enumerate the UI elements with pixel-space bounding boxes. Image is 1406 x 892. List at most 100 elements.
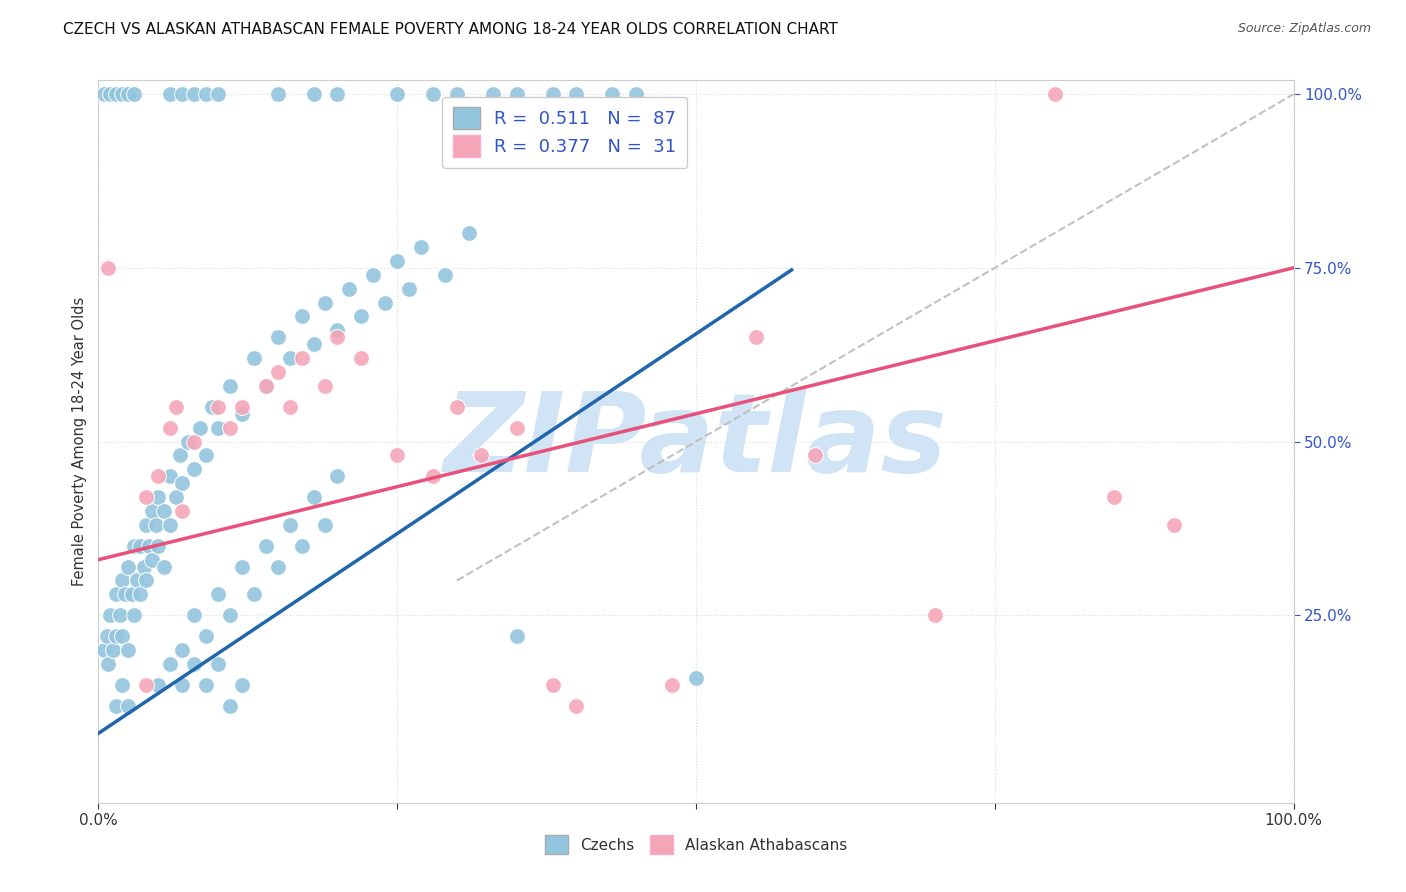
Point <box>117 698 139 713</box>
Point <box>165 400 187 414</box>
Point <box>125 574 148 588</box>
Point <box>195 87 218 102</box>
Point <box>254 379 277 393</box>
Point <box>111 574 134 588</box>
Point <box>243 587 266 601</box>
Point <box>458 226 481 240</box>
Point <box>219 379 242 393</box>
Point <box>685 671 707 685</box>
Point <box>105 587 128 601</box>
Point <box>326 330 349 344</box>
Point <box>129 539 152 553</box>
Point <box>108 608 131 623</box>
Point <box>188 420 211 434</box>
Point <box>385 87 409 102</box>
Point <box>278 400 301 414</box>
Point <box>98 87 122 102</box>
Point <box>565 87 588 102</box>
Point <box>924 608 946 623</box>
Point <box>315 379 337 393</box>
Point <box>96 629 118 643</box>
Point <box>315 295 337 310</box>
Point <box>506 87 529 102</box>
Point <box>195 678 218 692</box>
Point <box>434 268 457 282</box>
Point <box>207 657 229 671</box>
Point <box>153 559 176 574</box>
Point <box>254 539 277 553</box>
Point <box>219 420 242 434</box>
Text: CZECH VS ALASKAN ATHABASCAN FEMALE POVERTY AMONG 18-24 YEAR OLDS CORRELATION CHA: CZECH VS ALASKAN ATHABASCAN FEMALE POVER… <box>63 22 838 37</box>
Point <box>231 678 253 692</box>
Point <box>159 657 181 671</box>
Point <box>105 698 128 713</box>
Point <box>326 323 349 337</box>
Point <box>207 400 229 414</box>
Point <box>183 462 205 476</box>
Point <box>172 87 194 102</box>
Point <box>148 490 170 504</box>
Point <box>267 87 290 102</box>
Point <box>207 420 229 434</box>
Point <box>231 400 253 414</box>
Point <box>446 87 468 102</box>
Text: Source: ZipAtlas.com: Source: ZipAtlas.com <box>1237 22 1371 36</box>
Point <box>135 678 157 692</box>
Point <box>195 449 218 463</box>
Point <box>267 365 290 379</box>
Point <box>339 282 361 296</box>
Point <box>385 253 409 268</box>
Point <box>129 587 152 601</box>
Point <box>111 629 134 643</box>
Point <box>93 87 115 102</box>
Point <box>135 574 157 588</box>
Point <box>602 87 624 102</box>
Point <box>385 449 409 463</box>
Point <box>326 469 349 483</box>
Point <box>470 449 492 463</box>
Point <box>626 87 648 102</box>
Point <box>1163 517 1185 532</box>
Point <box>132 559 155 574</box>
Point <box>291 539 314 553</box>
Point <box>219 608 242 623</box>
Point <box>183 434 205 449</box>
Point <box>124 87 146 102</box>
Point <box>114 587 136 601</box>
Point <box>111 87 134 102</box>
Point <box>541 678 564 692</box>
Point <box>350 351 373 366</box>
Point <box>804 449 827 463</box>
Point <box>446 400 468 414</box>
Point <box>124 539 146 553</box>
Point <box>169 449 191 463</box>
Text: ZIPatlas: ZIPatlas <box>444 388 948 495</box>
Point <box>326 87 349 102</box>
Point <box>661 678 683 692</box>
Point <box>1104 490 1126 504</box>
Point <box>183 87 205 102</box>
Point <box>172 678 194 692</box>
Point <box>165 490 187 504</box>
Point <box>183 608 205 623</box>
Point <box>231 407 253 421</box>
Point <box>98 608 122 623</box>
Point <box>398 282 420 296</box>
Point <box>565 698 588 713</box>
Point <box>254 379 277 393</box>
Point <box>148 469 170 483</box>
Point <box>207 587 229 601</box>
Point <box>315 517 337 532</box>
Point <box>93 643 115 657</box>
Point <box>541 87 564 102</box>
Point <box>363 268 385 282</box>
Point <box>172 476 194 491</box>
Point <box>159 469 181 483</box>
Point <box>177 434 200 449</box>
Point <box>159 517 181 532</box>
Point <box>138 539 160 553</box>
Point <box>148 678 170 692</box>
Point <box>97 657 120 671</box>
Point <box>117 559 139 574</box>
Point <box>278 351 301 366</box>
